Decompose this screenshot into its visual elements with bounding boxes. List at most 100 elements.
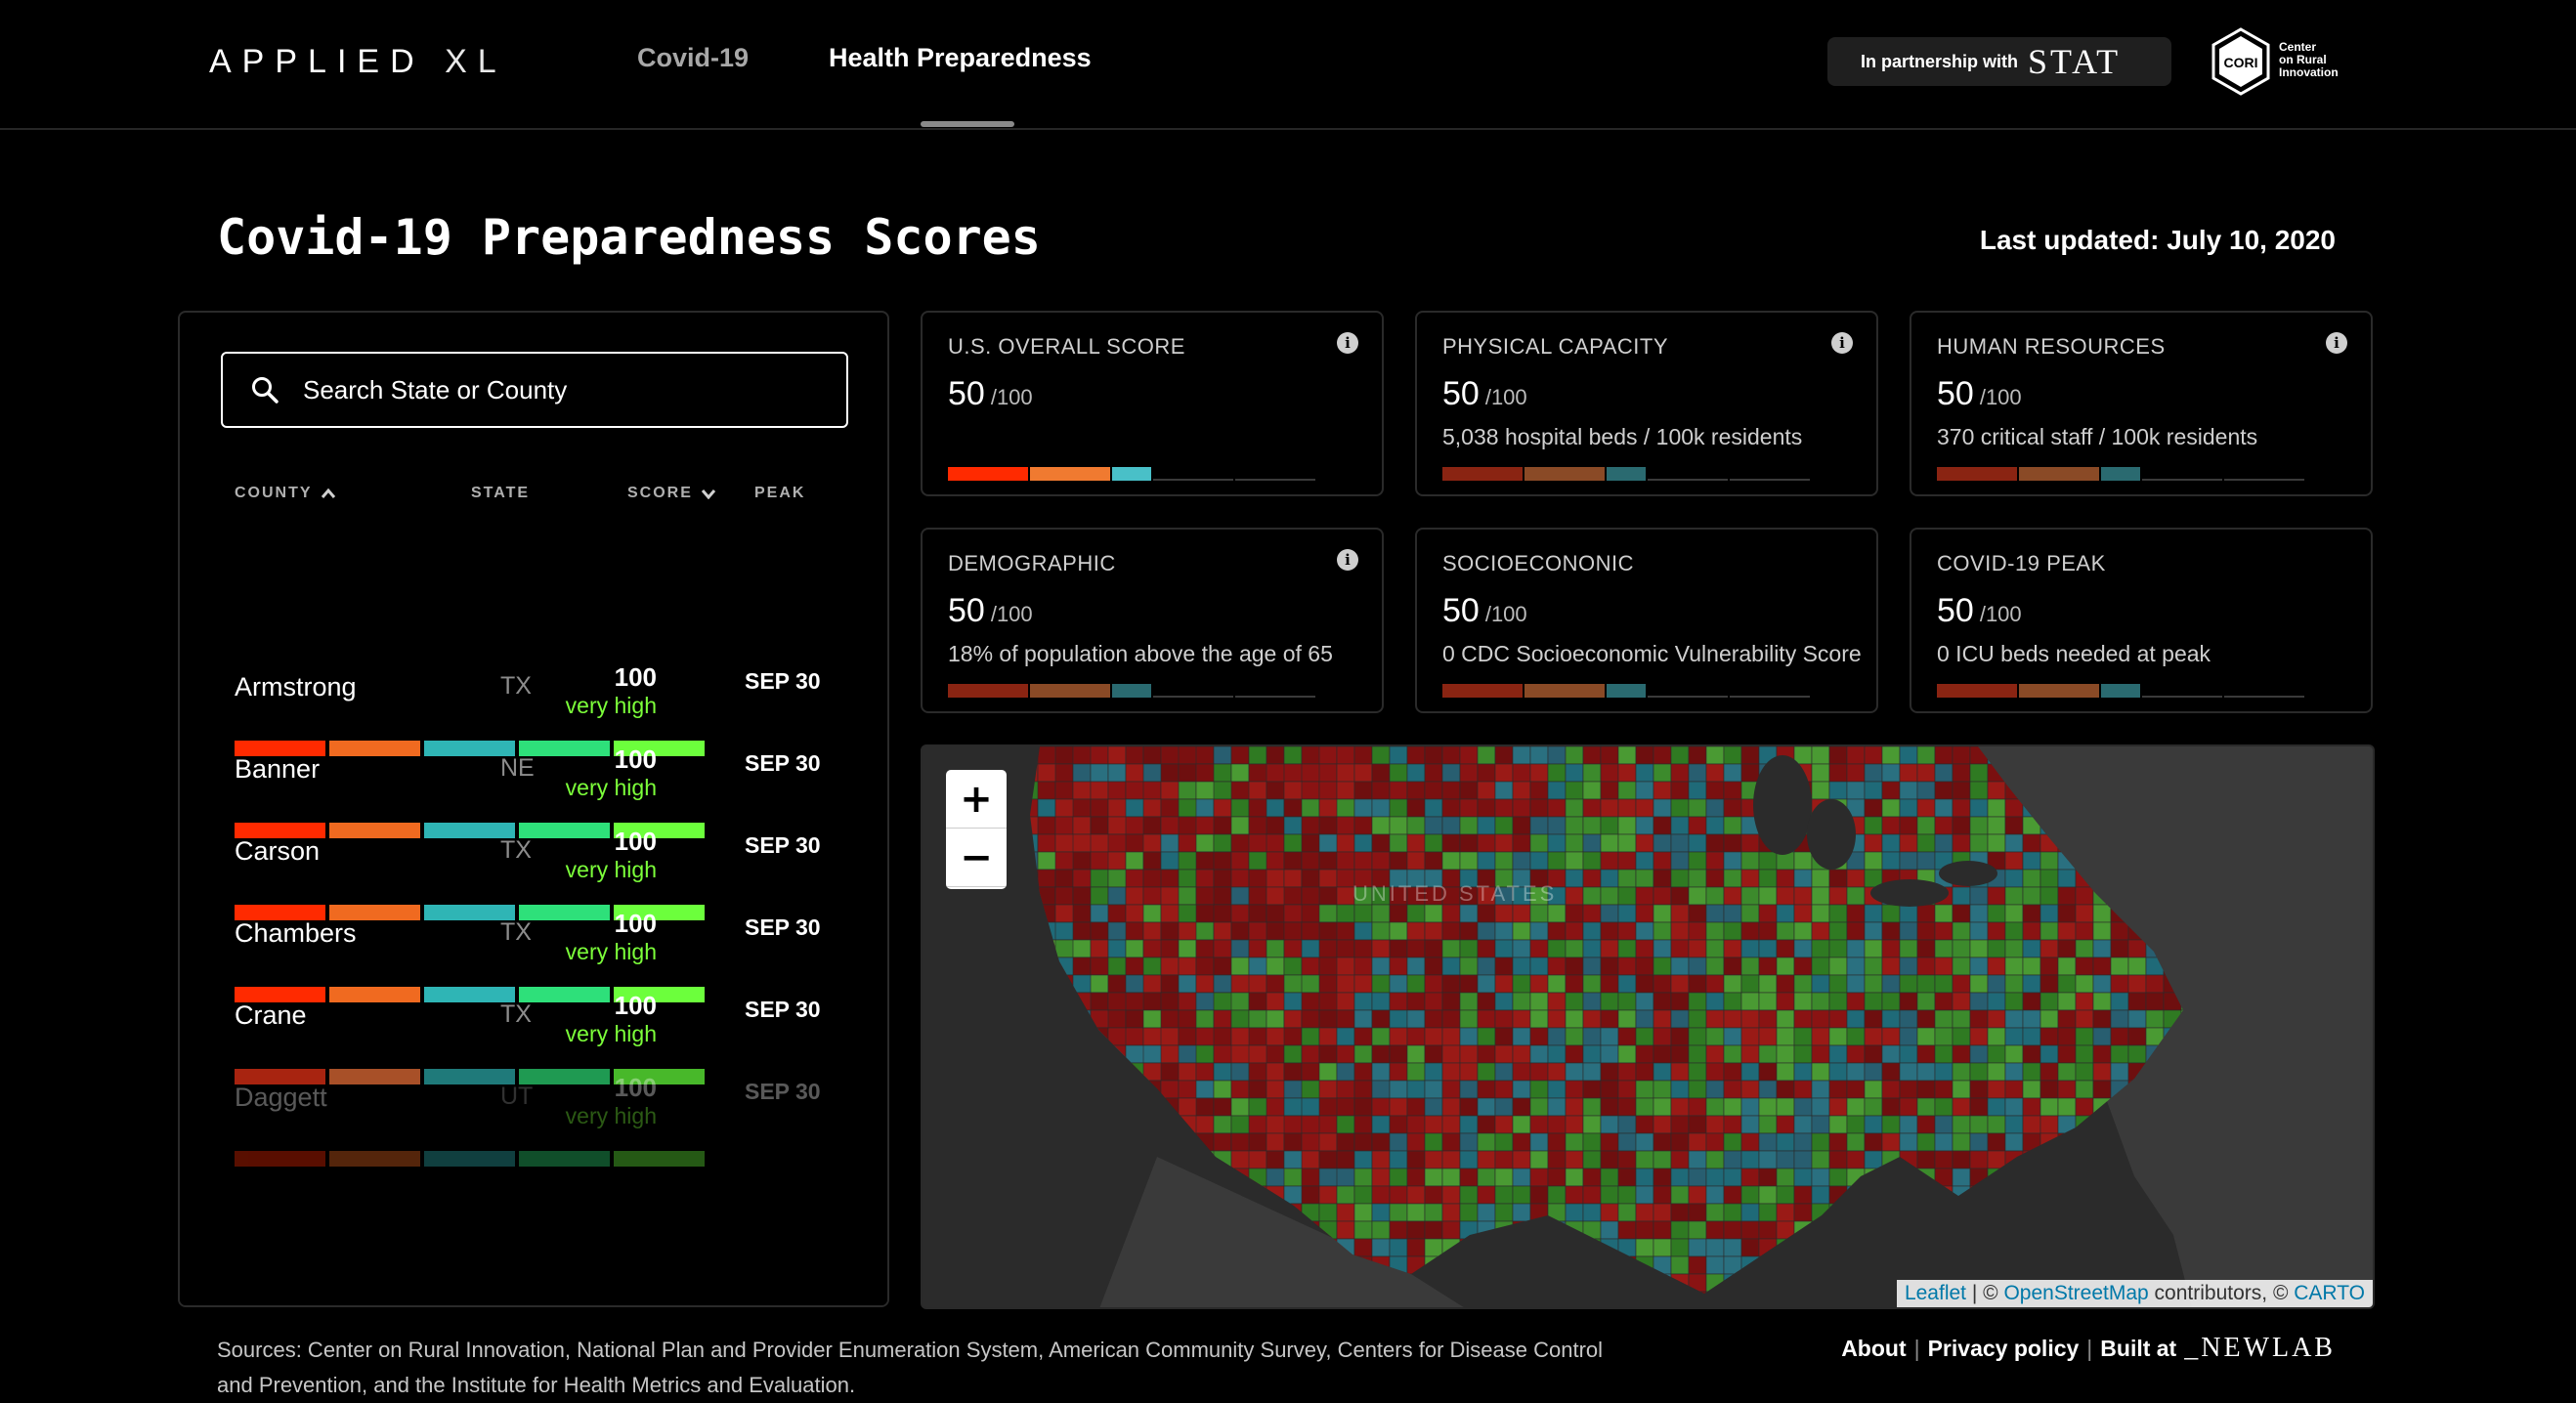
- lake-shape: [1939, 861, 1997, 886]
- score-level: very high: [565, 939, 657, 964]
- cori-line: Innovation: [2279, 65, 2339, 79]
- cori-line: Center: [2279, 40, 2317, 54]
- cori-line: on Rural: [2279, 53, 2327, 66]
- score-bar-segment: [519, 905, 610, 920]
- score-bar-segment: [1442, 467, 1523, 481]
- column-header-peak[interactable]: PEAK: [754, 485, 805, 502]
- leaflet-link[interactable]: Leaflet: [1904, 1282, 1967, 1304]
- osm-link[interactable]: OpenStreetMap: [2003, 1282, 2149, 1304]
- last-updated: Last updated: July 10, 2020: [1979, 225, 2336, 255]
- newlab-logo[interactable]: _NEWLAB: [2184, 1333, 2336, 1363]
- zoom-in-button[interactable]: +: [946, 770, 1007, 829]
- score-bar-segment: [1524, 684, 1605, 698]
- table-row[interactable]: Crane TX 100 very high SEP 30: [235, 991, 840, 1108]
- info-icon[interactable]: i: [2326, 332, 2347, 354]
- search-input[interactable]: [303, 374, 811, 405]
- chevron-up-icon: [321, 488, 335, 498]
- score-bar-segment: [1607, 467, 1646, 481]
- choropleth-map[interactable]: UNITED STATES: [923, 746, 2375, 1309]
- score-bar-segment: [614, 741, 705, 756]
- card-description: 5,038 hospital beds / 100k residents: [1442, 424, 1803, 449]
- card-score: 50/100: [1937, 375, 2022, 413]
- table-row[interactable]: Banner NE 100 very high SEP 30: [235, 744, 840, 862]
- tab-health-preparedness[interactable]: Health Preparedness: [829, 43, 1092, 72]
- card-score-value: 50: [1937, 592, 1974, 629]
- score-bar-segment: [948, 684, 1028, 698]
- score-bar-track: [1730, 479, 1810, 481]
- score-bar-segment: [1607, 684, 1646, 698]
- score-card: U.S. OVERALL SCORE 50/100 i: [921, 311, 1384, 496]
- score-bar-segment: [235, 741, 325, 756]
- score-value: 100: [614, 991, 657, 1020]
- divider: |: [1913, 1335, 1920, 1361]
- column-header-state[interactable]: STATE: [471, 485, 530, 502]
- card-score-denominator: /100: [1484, 385, 1527, 409]
- score-bar-segment: [235, 823, 325, 838]
- score-bar-segment: [614, 1069, 705, 1084]
- county-name: Armstrong: [235, 672, 357, 702]
- column-label: STATE: [471, 485, 531, 501]
- score-bar-segment: [519, 823, 610, 838]
- score-bar: [235, 987, 705, 1002]
- top-nav: APPLIED XL Covid-19 Health Preparedness …: [0, 0, 2576, 130]
- score-bar-segment: [424, 741, 515, 756]
- carto-link[interactable]: CARTO: [2294, 1282, 2365, 1304]
- footer-links: About | Privacy policy | Built at _NEWLA…: [1841, 1333, 2336, 1364]
- score-bar-track: [1153, 479, 1233, 481]
- score-bar-track: [1648, 696, 1728, 698]
- info-icon[interactable]: i: [1831, 332, 1853, 354]
- county-name: Carson: [235, 836, 321, 866]
- applied-xl-logo[interactable]: APPLIED XL: [209, 43, 507, 81]
- score-level: very high: [565, 693, 657, 718]
- score-card: COVID-19 PEAK 50/100 0 ICU beds needed at …: [1910, 528, 2373, 713]
- table-row[interactable]: Chambers TX 100 very high SEP 30: [235, 909, 840, 1026]
- search-box[interactable]: [221, 352, 848, 428]
- state-abbr: NE: [500, 754, 535, 782]
- county-map[interactable]: UNITED STATES + − Leaflet | © OpenStreet…: [921, 744, 2375, 1309]
- about-link[interactable]: About: [1841, 1335, 1907, 1361]
- state-abbr: UT: [500, 1083, 534, 1110]
- score-bar-track: [2224, 479, 2304, 481]
- score-bar-segment: [1524, 467, 1605, 481]
- table-row[interactable]: Carson TX 100 very high SEP 30: [235, 827, 840, 944]
- score-card: SOCIOECONONIC 50/100 0 CDC Socioeconomic V…: [1415, 528, 1878, 713]
- cori-logo[interactable]: CORI Center on Rural Innovation: [2211, 27, 2347, 98]
- info-icon[interactable]: i: [1337, 549, 1358, 571]
- score-bar: [235, 905, 705, 920]
- column-header-score[interactable]: SCORE: [627, 485, 716, 502]
- chevron-down-icon: [701, 489, 716, 499]
- info-icon[interactable]: i: [1337, 332, 1358, 354]
- table-row[interactable]: Armstrong TX 100 very high SEP 30: [235, 662, 840, 780]
- card-score-denominator: /100: [1484, 602, 1527, 626]
- state-abbr: TX: [500, 1000, 532, 1028]
- card-title: DEMOGRAPHIC: [948, 551, 1116, 575]
- peak-date: SEP 30: [745, 1079, 821, 1104]
- card-title: COVID-19 PEAK: [1937, 551, 2106, 575]
- score-card: PHYSICAL CAPACITY 50/100 5,038 hospital be…: [1415, 311, 1878, 496]
- peak-date: SEP 30: [745, 914, 821, 940]
- country-label: UNITED STATES: [1352, 881, 1557, 906]
- logo-xl-text: XL: [445, 43, 507, 80]
- score-card: HUMAN RESOURCES 50/100 370 critical staff …: [1910, 311, 2373, 496]
- score-bar-segment: [424, 823, 515, 838]
- table-row[interactable]: Daggett UT 100 very high SEP 30: [235, 1073, 840, 1190]
- stat-partnership-badge[interactable]: In partnership with STAT: [1827, 37, 2171, 86]
- county-name: Banner: [235, 754, 321, 784]
- score-bar-segment: [329, 987, 420, 1002]
- zoom-out-button[interactable]: −: [946, 829, 1007, 887]
- state-abbr: TX: [500, 672, 532, 700]
- score-bar-segment: [2101, 684, 2140, 698]
- sources-text: Sources: Center on Rural Innovation, Nat…: [217, 1338, 1604, 1397]
- tab-covid-19[interactable]: Covid-19: [637, 43, 750, 72]
- map-attribution: Leaflet | © OpenStreetMap contributors, …: [1896, 1280, 2373, 1307]
- score-bar-track: [1235, 696, 1315, 698]
- peak-date: SEP 30: [745, 668, 821, 694]
- score-bar-segment: [329, 1151, 420, 1167]
- score-card: DEMOGRAPHIC 50/100 18% of population above…: [921, 528, 1384, 713]
- privacy-policy-link[interactable]: Privacy policy: [1927, 1335, 2080, 1361]
- score-bar-segment: [519, 741, 610, 756]
- cori-hexagon-icon: CORI: [2211, 27, 2270, 96]
- card-score-denominator: /100: [990, 385, 1033, 409]
- score-cell: 100 very high: [566, 662, 657, 719]
- column-header-county[interactable]: COUNTY: [235, 485, 336, 502]
